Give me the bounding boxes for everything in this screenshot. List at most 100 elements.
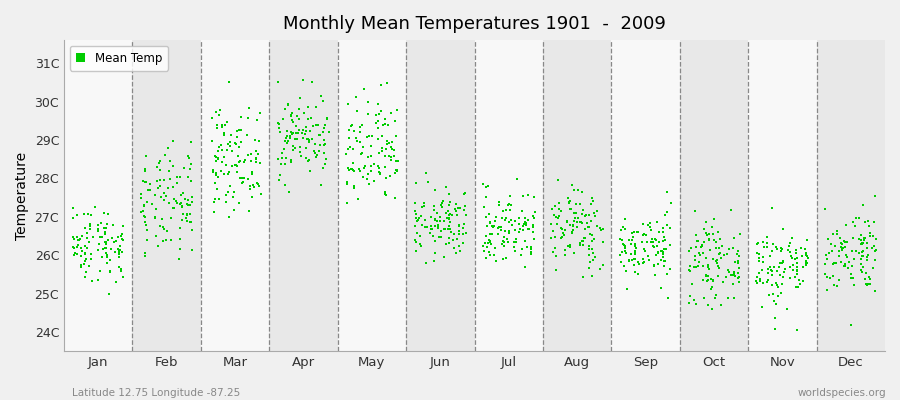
- Point: [175, 216, 189, 223]
- Point: [99, 254, 113, 261]
- Point: [709, 260, 724, 266]
- Point: [212, 143, 226, 150]
- Point: [176, 165, 191, 171]
- Point: [497, 233, 511, 240]
- Point: [215, 146, 230, 153]
- Point: [765, 268, 779, 274]
- Point: [771, 264, 786, 270]
- Point: [112, 246, 126, 253]
- Point: [351, 196, 365, 202]
- Point: [482, 252, 497, 258]
- Point: [660, 189, 674, 196]
- Point: [112, 249, 127, 256]
- Point: [293, 144, 308, 150]
- Point: [433, 218, 447, 224]
- Point: [819, 252, 833, 258]
- Point: [647, 236, 662, 243]
- Point: [248, 148, 263, 154]
- Point: [166, 196, 181, 202]
- Point: [306, 123, 320, 129]
- Point: [428, 237, 442, 244]
- Point: [695, 243, 709, 250]
- Point: [308, 150, 322, 156]
- Point: [408, 236, 422, 243]
- Point: [688, 208, 703, 214]
- Point: [581, 224, 596, 230]
- Point: [752, 251, 766, 257]
- Bar: [611, 40, 680, 351]
- Point: [182, 155, 196, 161]
- Point: [828, 243, 842, 249]
- Point: [277, 161, 292, 168]
- Point: [830, 230, 844, 237]
- Point: [487, 251, 501, 258]
- Point: [253, 190, 267, 197]
- Point: [185, 199, 200, 205]
- Point: [114, 248, 129, 255]
- Point: [777, 226, 791, 232]
- Point: [517, 223, 531, 230]
- Point: [512, 215, 526, 221]
- Point: [750, 241, 764, 248]
- Point: [83, 222, 97, 229]
- Point: [698, 254, 713, 261]
- Point: [340, 181, 355, 188]
- Point: [508, 218, 522, 224]
- Text: worldspecies.org: worldspecies.org: [798, 388, 886, 398]
- Point: [279, 135, 293, 141]
- Point: [220, 141, 235, 147]
- Point: [590, 208, 604, 214]
- Point: [722, 246, 736, 252]
- Point: [364, 153, 379, 160]
- Point: [483, 240, 498, 247]
- Point: [788, 256, 802, 262]
- Point: [654, 257, 669, 264]
- Point: [300, 135, 314, 142]
- Point: [115, 236, 130, 242]
- Point: [215, 159, 230, 165]
- Point: [173, 225, 187, 232]
- Point: [586, 250, 600, 257]
- Point: [818, 261, 832, 268]
- Point: [575, 238, 590, 244]
- Point: [720, 267, 734, 274]
- Point: [860, 270, 874, 276]
- Point: [367, 161, 382, 168]
- Point: [760, 277, 775, 284]
- Point: [586, 256, 600, 263]
- Point: [272, 120, 286, 127]
- Point: [253, 160, 267, 166]
- Point: [855, 248, 869, 255]
- Point: [868, 248, 883, 254]
- Point: [163, 158, 177, 164]
- Point: [783, 248, 797, 255]
- Point: [592, 266, 607, 273]
- Point: [726, 272, 741, 278]
- Point: [184, 139, 198, 145]
- Point: [69, 251, 84, 257]
- Point: [100, 252, 114, 258]
- Point: [145, 200, 159, 207]
- Point: [288, 136, 302, 142]
- Point: [558, 252, 572, 258]
- Point: [526, 224, 541, 231]
- Point: [273, 129, 287, 135]
- Point: [688, 297, 702, 304]
- Point: [150, 242, 165, 249]
- Point: [389, 167, 403, 174]
- Point: [616, 241, 630, 247]
- Point: [518, 263, 532, 270]
- Point: [551, 176, 565, 183]
- Point: [134, 191, 148, 198]
- Point: [449, 250, 464, 256]
- Point: [480, 223, 494, 229]
- Point: [428, 187, 443, 193]
- Point: [409, 248, 423, 254]
- Point: [232, 200, 247, 206]
- Point: [105, 222, 120, 228]
- Point: [447, 245, 462, 252]
- Point: [77, 251, 92, 258]
- Point: [793, 281, 807, 287]
- Point: [524, 249, 538, 255]
- Point: [296, 134, 310, 141]
